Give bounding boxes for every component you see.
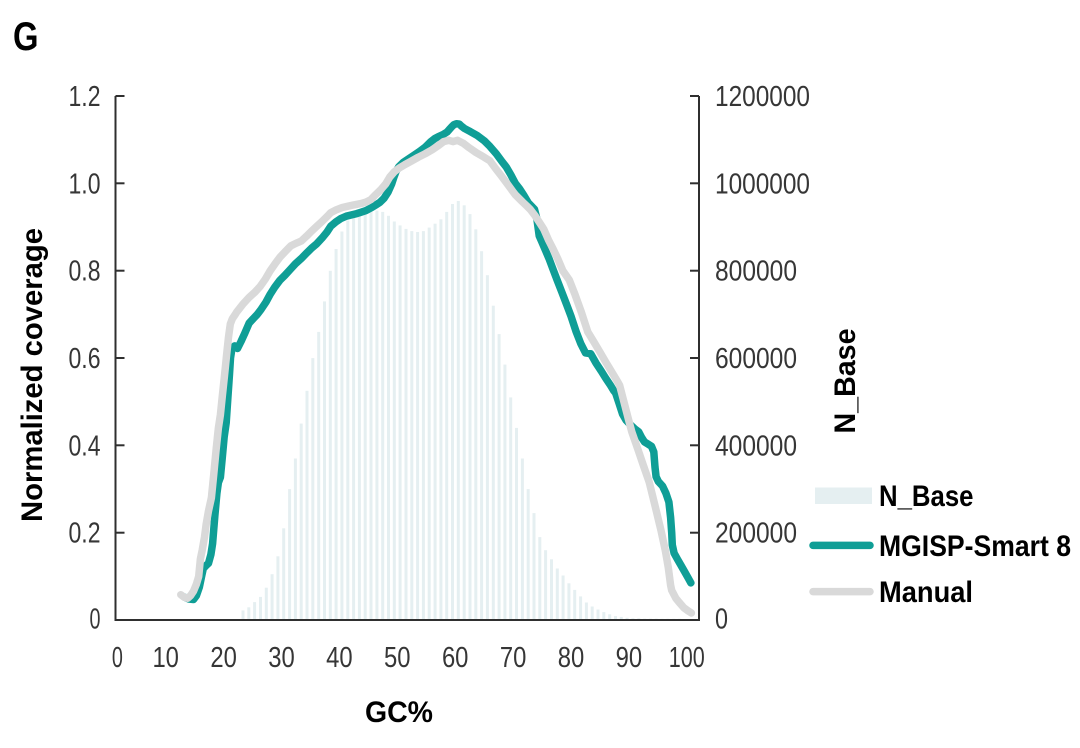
- svg-text:MGISP-Smart 8: MGISP-Smart 8: [879, 530, 1071, 563]
- svg-text:1.0: 1.0: [69, 168, 101, 200]
- svg-text:1200000: 1200000: [715, 81, 810, 113]
- svg-text:0.6: 0.6: [69, 343, 101, 375]
- svg-text:1.2: 1.2: [69, 81, 101, 113]
- svg-text:10: 10: [152, 642, 179, 674]
- svg-text:400000: 400000: [715, 430, 797, 462]
- svg-text:80: 80: [558, 642, 585, 674]
- svg-text:Manual: Manual: [879, 576, 973, 609]
- svg-text:0: 0: [90, 604, 101, 636]
- svg-text:0.4: 0.4: [69, 430, 101, 462]
- svg-text:90: 90: [616, 642, 643, 674]
- svg-text:G: G: [13, 15, 39, 59]
- svg-text:1000000: 1000000: [715, 168, 810, 200]
- svg-text:Normalized coverage: Normalized coverage: [16, 228, 49, 522]
- svg-text:0: 0: [112, 642, 123, 674]
- svg-text:0: 0: [715, 604, 728, 636]
- svg-text:30: 30: [268, 642, 295, 674]
- svg-text:60: 60: [442, 642, 469, 674]
- svg-text:70: 70: [500, 642, 527, 674]
- svg-text:0.8: 0.8: [69, 256, 101, 288]
- svg-text:0.2: 0.2: [69, 518, 101, 550]
- svg-text:20: 20: [210, 642, 237, 674]
- svg-text:50: 50: [384, 642, 411, 674]
- svg-text:600000: 600000: [715, 343, 797, 375]
- svg-text:GC%: GC%: [365, 696, 433, 729]
- svg-text:100: 100: [669, 642, 705, 674]
- svg-text:N_Base: N_Base: [829, 329, 862, 434]
- svg-text:200000: 200000: [715, 518, 797, 550]
- svg-text:800000: 800000: [715, 256, 797, 288]
- svg-text:40: 40: [326, 642, 353, 674]
- svg-text:N_Base: N_Base: [879, 480, 974, 513]
